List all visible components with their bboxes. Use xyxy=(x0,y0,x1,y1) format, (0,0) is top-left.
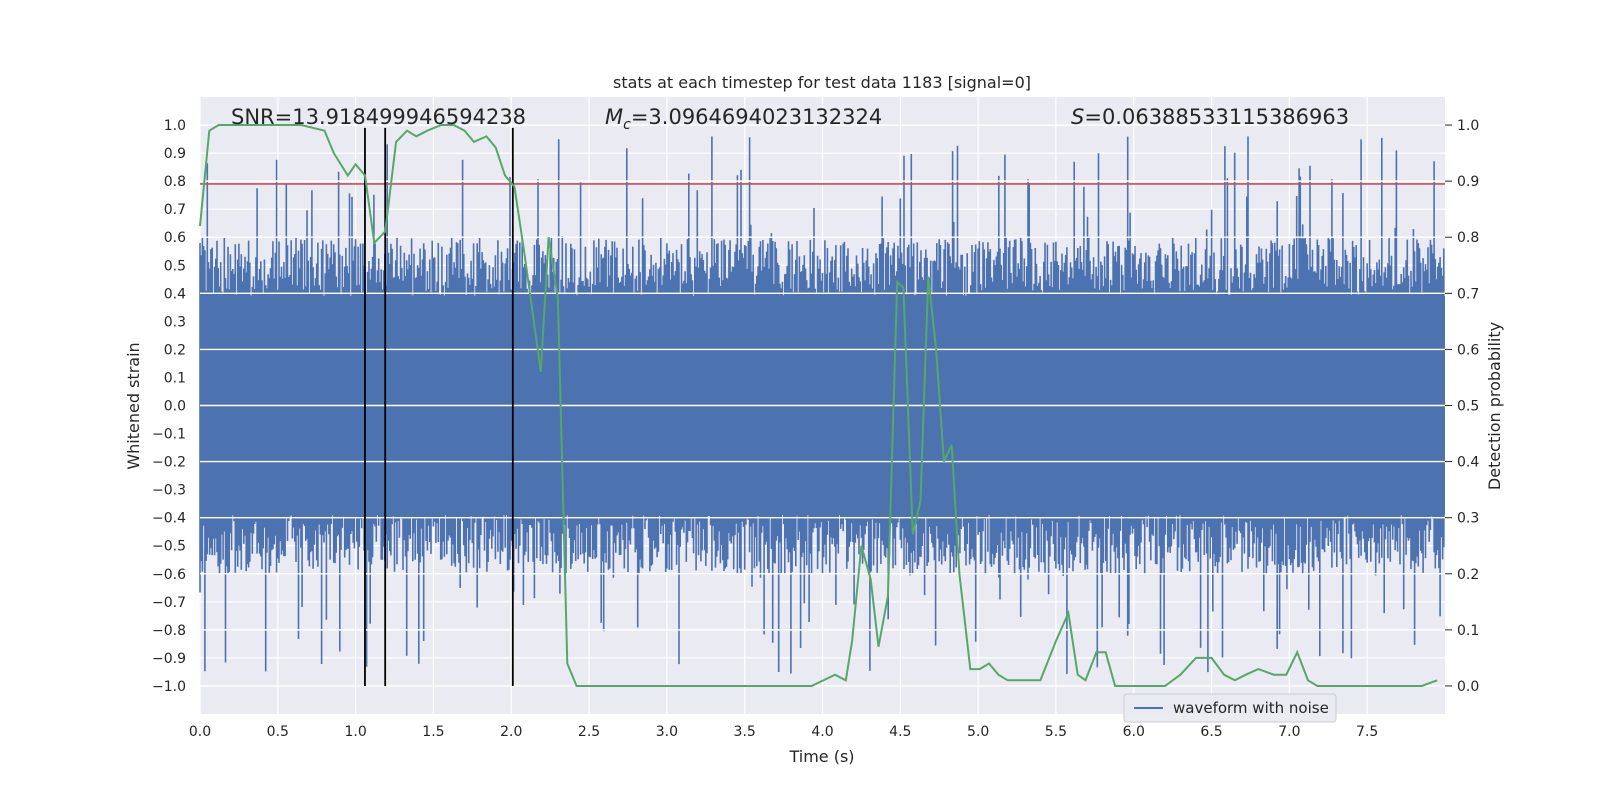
left-tick-label: −0.7 xyxy=(152,595,186,611)
right-tick-label: 0.6 xyxy=(1457,342,1479,358)
legend: waveform with noise xyxy=(1123,693,1337,723)
right-axis-ticks: 1.0 0.9 0.8 0.7 0.6 0.5 0.4 0.3 0.2 0.1 0.0 xyxy=(1445,118,1479,695)
x-tick-label: 7.5 xyxy=(1356,724,1378,740)
left-tick-label: 0.7 xyxy=(164,202,186,218)
left-tick-label: 0.2 xyxy=(164,342,186,358)
left-tick-label: −0.3 xyxy=(152,483,186,499)
left-tick-label: 0.3 xyxy=(164,314,186,330)
x-tick-label: 1.5 xyxy=(422,724,444,740)
right-tick-label: 0.0 xyxy=(1457,679,1479,695)
left-tick-label: 1.0 xyxy=(164,118,186,134)
left-tick-label: −0.8 xyxy=(152,623,186,639)
left-tick-label: −0.9 xyxy=(152,651,186,667)
chirp-mass-annotation: Mc=3.0964694023132324 xyxy=(605,105,882,133)
legend-label: waveform with noise xyxy=(1173,699,1329,717)
x-tick-label: 1.0 xyxy=(344,724,366,740)
x-tick-label: 5.5 xyxy=(1045,724,1067,740)
left-axis-ticks: 1.0 0.9 0.8 0.7 0.6 0.5 0.4 0.3 0.2 0.1 0.0 −0.1 −0.… xyxy=(152,118,186,695)
detection-probability-line xyxy=(199,124,1438,687)
x-tick-label: 4.0 xyxy=(811,724,833,740)
right-tick-label: 0.7 xyxy=(1457,286,1479,302)
right-tick-label: 0.3 xyxy=(1457,511,1479,527)
right-tick-label: 0.9 xyxy=(1457,174,1479,190)
left-tick-label: −0.4 xyxy=(152,511,186,527)
x-tick-label: 2.5 xyxy=(578,724,600,740)
left-tick-label: 0.9 xyxy=(164,146,186,162)
right-tick-label: 0.2 xyxy=(1457,567,1479,583)
x-tick-label: 6.5 xyxy=(1200,724,1222,740)
left-tick-label: 0.8 xyxy=(164,174,186,190)
x-tick-label: 5.0 xyxy=(967,724,989,740)
x-tick-label: 0.5 xyxy=(267,724,289,740)
left-axis-label: Whitened strain xyxy=(124,342,143,469)
x-tick-label: 6.0 xyxy=(1123,724,1145,740)
left-tick-label: −1.0 xyxy=(152,679,186,695)
left-tick-label: 0.6 xyxy=(164,230,186,246)
x-tick-label: 0.0 xyxy=(189,724,211,740)
chart-title: stats at each timestep for test data 118… xyxy=(613,73,1031,92)
legend-box xyxy=(1123,693,1337,723)
chirp-mass-subscript: c xyxy=(623,117,631,133)
waveform-trace xyxy=(199,136,1445,674)
x-tick-label: 3.0 xyxy=(656,724,678,740)
x-tick-label: 3.5 xyxy=(734,724,756,740)
left-tick-label: 0.4 xyxy=(164,286,186,302)
right-tick-label: 1.0 xyxy=(1457,118,1479,134)
grid-horizontal-overlay xyxy=(200,124,1445,687)
left-tick-label: −0.6 xyxy=(152,567,186,583)
s-symbol: S xyxy=(1071,105,1084,129)
left-tick-label: 0.1 xyxy=(164,370,186,386)
chirp-mass-symbol: M xyxy=(605,105,623,129)
s-value: =0.06388533115386963 xyxy=(1084,105,1349,129)
right-tick-label: 0.4 xyxy=(1457,455,1479,471)
left-tick-label: −0.5 xyxy=(152,539,186,555)
snr-annotation: SNR=13.918499946594238 xyxy=(231,105,526,129)
vertical-markers xyxy=(364,127,514,686)
right-tick-label: 0.1 xyxy=(1457,623,1479,639)
x-tick-label: 2.0 xyxy=(500,724,522,740)
x-tick-label: 7.0 xyxy=(1278,724,1300,740)
left-tick-label: −0.2 xyxy=(152,455,186,471)
left-tick-label: 0.0 xyxy=(164,399,186,415)
x-tick-label: 4.5 xyxy=(889,724,911,740)
s-annotation: S=0.06388533115386963 xyxy=(1071,105,1349,129)
x-axis-ticks: 0.0 0.5 1.0 1.5 2.0 2.5 3.0 3.5 4.0 4.5 5.0 5.5 6.0 6… xyxy=(189,724,1378,740)
left-tick-label: −0.1 xyxy=(152,427,186,443)
right-tick-label: 0.5 xyxy=(1457,399,1479,415)
chirp-mass-value: =3.0964694023132324 xyxy=(631,105,882,129)
left-tick-label: 0.5 xyxy=(164,258,186,274)
right-axis-label: Detection probability xyxy=(1485,322,1504,490)
right-tick-label: 0.8 xyxy=(1457,230,1479,246)
x-axis-label: Time (s) xyxy=(788,747,854,766)
